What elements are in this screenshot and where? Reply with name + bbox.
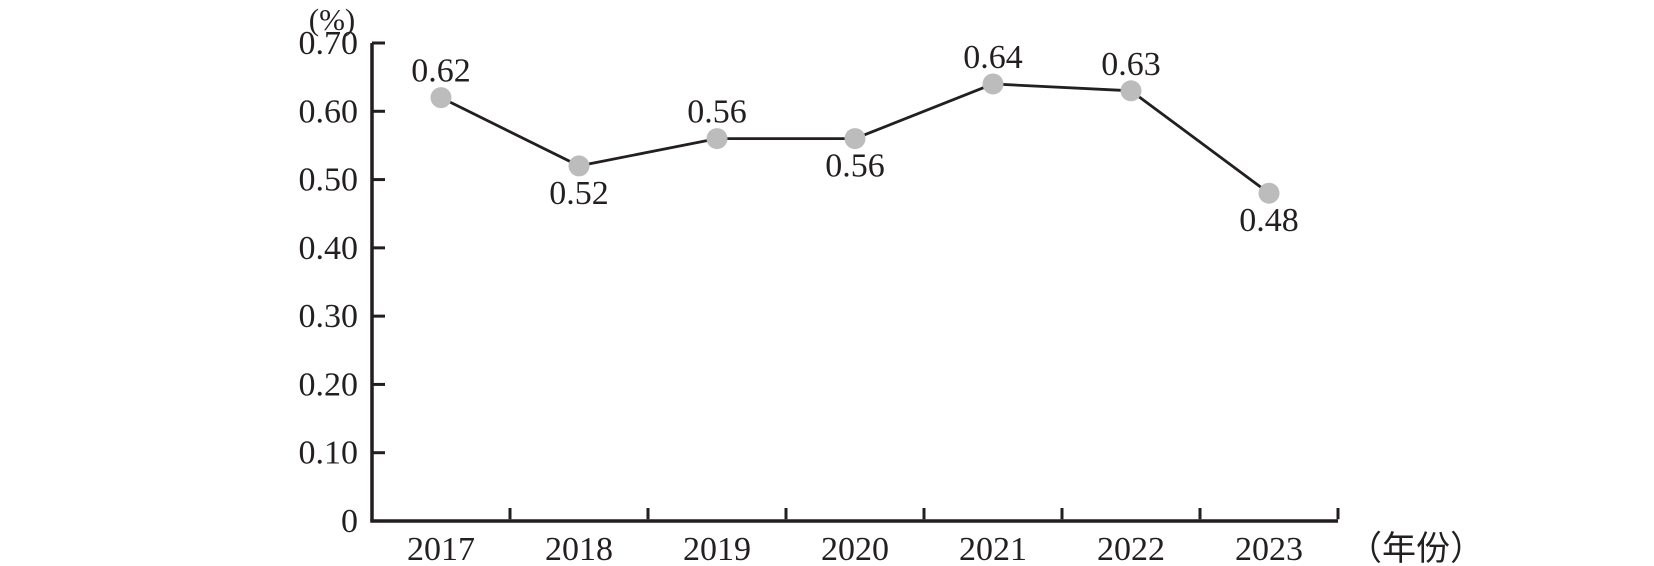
data-point-marker [1258,182,1280,204]
data-point-label: 0.62 [411,53,471,90]
data-point-label: 0.56 [687,94,747,131]
data-point-marker [706,128,728,150]
y-tick-label: 0.40 [299,230,359,267]
y-tick-label: 0.70 [299,25,359,62]
data-point-marker [982,73,1004,95]
y-tick-label: 0 [341,503,358,540]
data-point-label: 0.56 [825,148,885,185]
y-tick-label: 0.50 [299,162,359,199]
x-tick-label: 2018 [545,531,613,566]
data-point-label: 0.52 [549,175,609,212]
y-tick-label: 0.10 [299,435,359,472]
data-point-marker [430,87,452,109]
data-point-marker [568,155,590,177]
x-tick-label: 2019 [683,531,751,566]
x-axis-title: （年份） [1348,530,1484,566]
data-point-marker [1120,80,1142,102]
x-tick-label: 2020 [821,531,889,566]
y-axis-title: (%) [309,2,355,37]
x-tick-label: 2017 [407,531,475,566]
x-tick-label: 2021 [959,531,1027,566]
data-point-marker [844,128,866,150]
data-point-label: 0.48 [1239,202,1299,239]
y-tick-label: 0.30 [299,298,359,335]
y-tick-label: 0.20 [299,366,359,403]
x-tick-label: 2023 [1235,531,1303,566]
x-tick-label: 2022 [1097,531,1165,566]
y-tick-label: 0.60 [299,93,359,130]
data-point-label: 0.64 [963,39,1023,76]
data-point-label: 0.63 [1101,46,1161,83]
